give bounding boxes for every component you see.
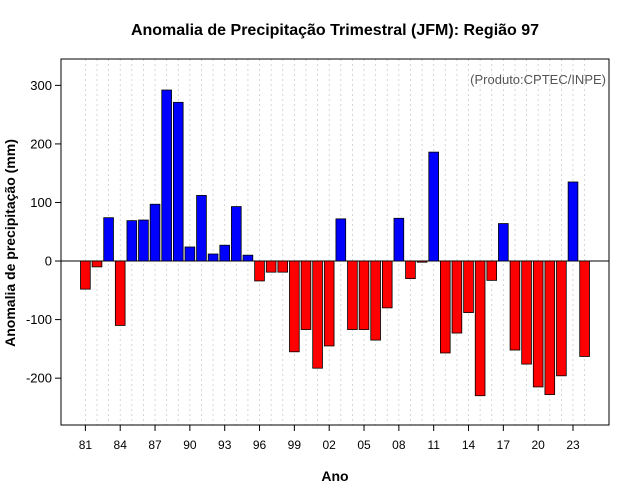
credit-text: (Produto:CPTEC/INPE) xyxy=(470,72,606,87)
y-tick-label: -200 xyxy=(26,371,52,386)
bar-1991 xyxy=(196,195,207,262)
bar-1995 xyxy=(242,254,254,262)
bar-2020 xyxy=(532,260,544,388)
bar-2017 xyxy=(498,223,509,262)
y-tick-label: 300 xyxy=(30,78,52,93)
x-tick-label: 99 xyxy=(288,438,302,452)
x-tick-label: 17 xyxy=(497,438,511,452)
bar-2016 xyxy=(486,260,498,281)
bar-2001 xyxy=(312,260,323,369)
bar-2004 xyxy=(347,260,358,330)
bar-2023 xyxy=(567,181,579,262)
bar-2018 xyxy=(509,260,521,351)
bar-1986 xyxy=(138,219,149,262)
bar-2010 xyxy=(416,260,428,263)
x-axis-label: Ano xyxy=(321,468,348,484)
bar-1997 xyxy=(265,260,277,273)
bar-2007 xyxy=(381,260,393,309)
bar-1992 xyxy=(207,253,219,262)
x-tick-label: 84 xyxy=(114,438,128,452)
bar-2013 xyxy=(451,260,463,334)
bar-2009 xyxy=(405,260,416,280)
bar-1987 xyxy=(149,203,161,262)
bar-1990 xyxy=(184,246,196,262)
x-tick-label: 96 xyxy=(253,438,267,452)
bar-2024 xyxy=(579,260,590,357)
bar-2011 xyxy=(428,151,439,262)
bar-2022 xyxy=(556,260,567,377)
bar-2008 xyxy=(393,217,405,262)
bar-2021 xyxy=(544,260,556,395)
bar-1982 xyxy=(91,260,103,268)
bar-2014 xyxy=(463,260,474,313)
plot-frame xyxy=(60,58,610,426)
chart-title: Anomalia de Precipitação Trimestral (JFM… xyxy=(131,22,539,39)
x-tick-label: 93 xyxy=(218,438,232,452)
bar-2019 xyxy=(521,260,532,365)
bar-1988 xyxy=(161,89,172,262)
bar-1983 xyxy=(103,217,114,262)
bar-1996 xyxy=(254,260,265,282)
bar-2000 xyxy=(300,260,312,330)
y-tick-label: 0 xyxy=(45,254,52,269)
x-tick-label: 90 xyxy=(183,438,197,452)
bar-2015 xyxy=(474,260,486,397)
bar-1993 xyxy=(219,244,230,262)
bar-1989 xyxy=(172,101,184,262)
x-tick-label: 14 xyxy=(462,438,476,452)
y-axis-label: Anomalia de precipitação (mm) xyxy=(2,139,18,347)
x-tick-label: 23 xyxy=(566,438,580,452)
bar-1999 xyxy=(289,260,300,353)
x-tick-label: 87 xyxy=(148,438,162,452)
y-tick-label: 200 xyxy=(30,136,52,151)
x-tick-label: 02 xyxy=(323,438,337,452)
bar-2002 xyxy=(323,260,335,347)
bar-1994 xyxy=(231,206,242,262)
y-tick-label: 100 xyxy=(30,195,52,210)
bar-1984 xyxy=(114,260,126,326)
plot-area: -200 -100 0 100 200 300 81 84 87 90 93 96 99 02 05 08 11… xyxy=(26,58,610,452)
x-tick-label: 81 xyxy=(79,438,93,452)
x-tick-label: 20 xyxy=(531,438,545,452)
bar-2006 xyxy=(370,260,381,341)
x-tick-label: 08 xyxy=(392,438,406,452)
bar-2005 xyxy=(358,260,370,330)
x-tick-label: 05 xyxy=(357,438,371,452)
bar-2012 xyxy=(440,260,451,354)
bar-2003 xyxy=(335,218,347,262)
bar-1998 xyxy=(277,260,289,273)
x-tick-label: 11 xyxy=(427,438,440,452)
bar-1981 xyxy=(80,260,91,290)
bar-1985 xyxy=(126,220,138,262)
y-tick-label: -100 xyxy=(26,312,52,327)
